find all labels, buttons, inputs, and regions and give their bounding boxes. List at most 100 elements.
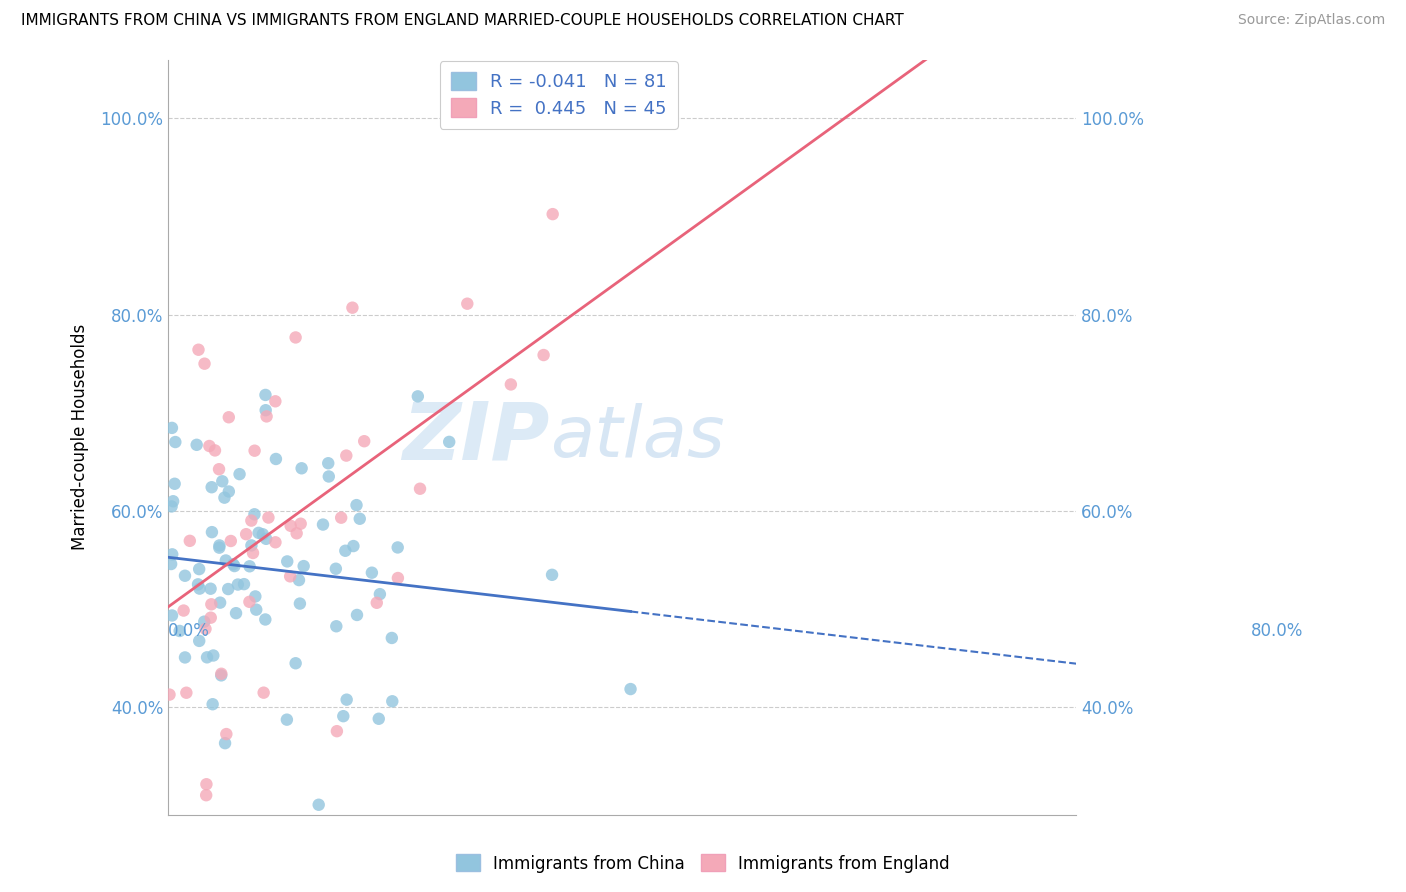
Point [208,538,231,552]
Point [198,439,221,453]
Point [456,296,478,310]
Point [264,452,287,467]
Point [186,438,208,452]
Point [247,525,270,540]
Point [238,595,260,609]
Point [252,527,274,541]
Point [160,421,183,435]
Y-axis label: Married-couple Households: Married-couple Households [72,324,89,550]
Point [349,512,371,526]
Point [215,727,238,741]
Point [239,559,262,574]
Point [217,582,239,596]
Point [318,469,340,483]
Point [288,597,311,611]
Point [160,547,183,561]
Point [335,543,357,558]
Point [312,517,335,532]
Text: atlas: atlas [550,402,724,472]
Point [200,597,222,611]
Point [174,650,197,665]
Point [240,514,263,528]
Point [264,394,287,409]
Point [187,343,209,357]
Point [200,582,222,596]
Point [209,666,232,681]
Point [193,615,215,629]
Point [387,571,409,585]
Point [280,518,302,533]
Point [163,476,186,491]
Point [214,491,236,505]
Point [195,777,218,791]
Point [541,207,564,221]
Point [288,573,311,587]
Text: 0.0%: 0.0% [169,622,209,640]
Point [346,498,368,512]
Point [160,557,183,571]
Point [254,403,277,417]
Point [195,650,218,665]
Point [541,567,564,582]
Point [243,508,266,522]
Point [233,577,256,591]
Point [245,590,267,604]
Point [245,602,267,616]
Point [367,712,389,726]
Text: Source: ZipAtlas.com: Source: ZipAtlas.com [1237,13,1385,28]
Point [285,526,308,541]
Point [406,389,429,403]
Point [188,562,211,576]
Point [291,461,314,475]
Point [276,554,298,568]
Point [284,657,307,671]
Point [276,713,298,727]
Point [160,608,183,623]
Point [619,681,641,696]
Point [169,624,191,638]
Point [204,443,226,458]
Point [326,724,349,739]
Point [499,377,522,392]
Point [202,648,225,663]
Point [278,569,301,583]
Point [437,434,460,449]
Point [368,587,391,601]
Point [243,443,266,458]
Point [264,535,287,549]
Point [209,596,232,610]
Point [242,546,264,560]
Point [353,434,375,449]
Point [222,558,245,572]
Point [381,631,404,645]
Point [256,409,278,424]
Point [201,697,224,711]
Point [342,539,364,553]
Point [240,538,263,552]
Point [290,516,312,531]
Point [254,612,277,626]
Point [176,686,198,700]
Point [215,553,238,567]
Point [387,541,409,555]
Point [179,533,201,548]
Text: IMMIGRANTS FROM CHINA VS IMMIGRANTS FROM ENGLAND MARRIED-COUPLE HOUSEHOLDS CORRE: IMMIGRANTS FROM CHINA VS IMMIGRANTS FROM… [21,13,904,29]
Point [194,622,217,636]
Point [284,330,307,344]
Point [219,533,242,548]
Point [201,525,224,540]
Point [332,709,354,723]
Legend: Immigrants from China, Immigrants from England: Immigrants from China, Immigrants from E… [450,847,956,880]
Point [208,462,231,476]
Point [200,610,222,624]
Text: 80.0%: 80.0% [1251,622,1303,640]
Point [211,475,233,489]
Point [160,500,183,514]
Point [218,410,240,425]
Point [533,348,555,362]
Point [366,596,388,610]
Point [226,577,249,591]
Point [174,568,197,582]
Point [342,301,364,315]
Point [325,619,347,633]
